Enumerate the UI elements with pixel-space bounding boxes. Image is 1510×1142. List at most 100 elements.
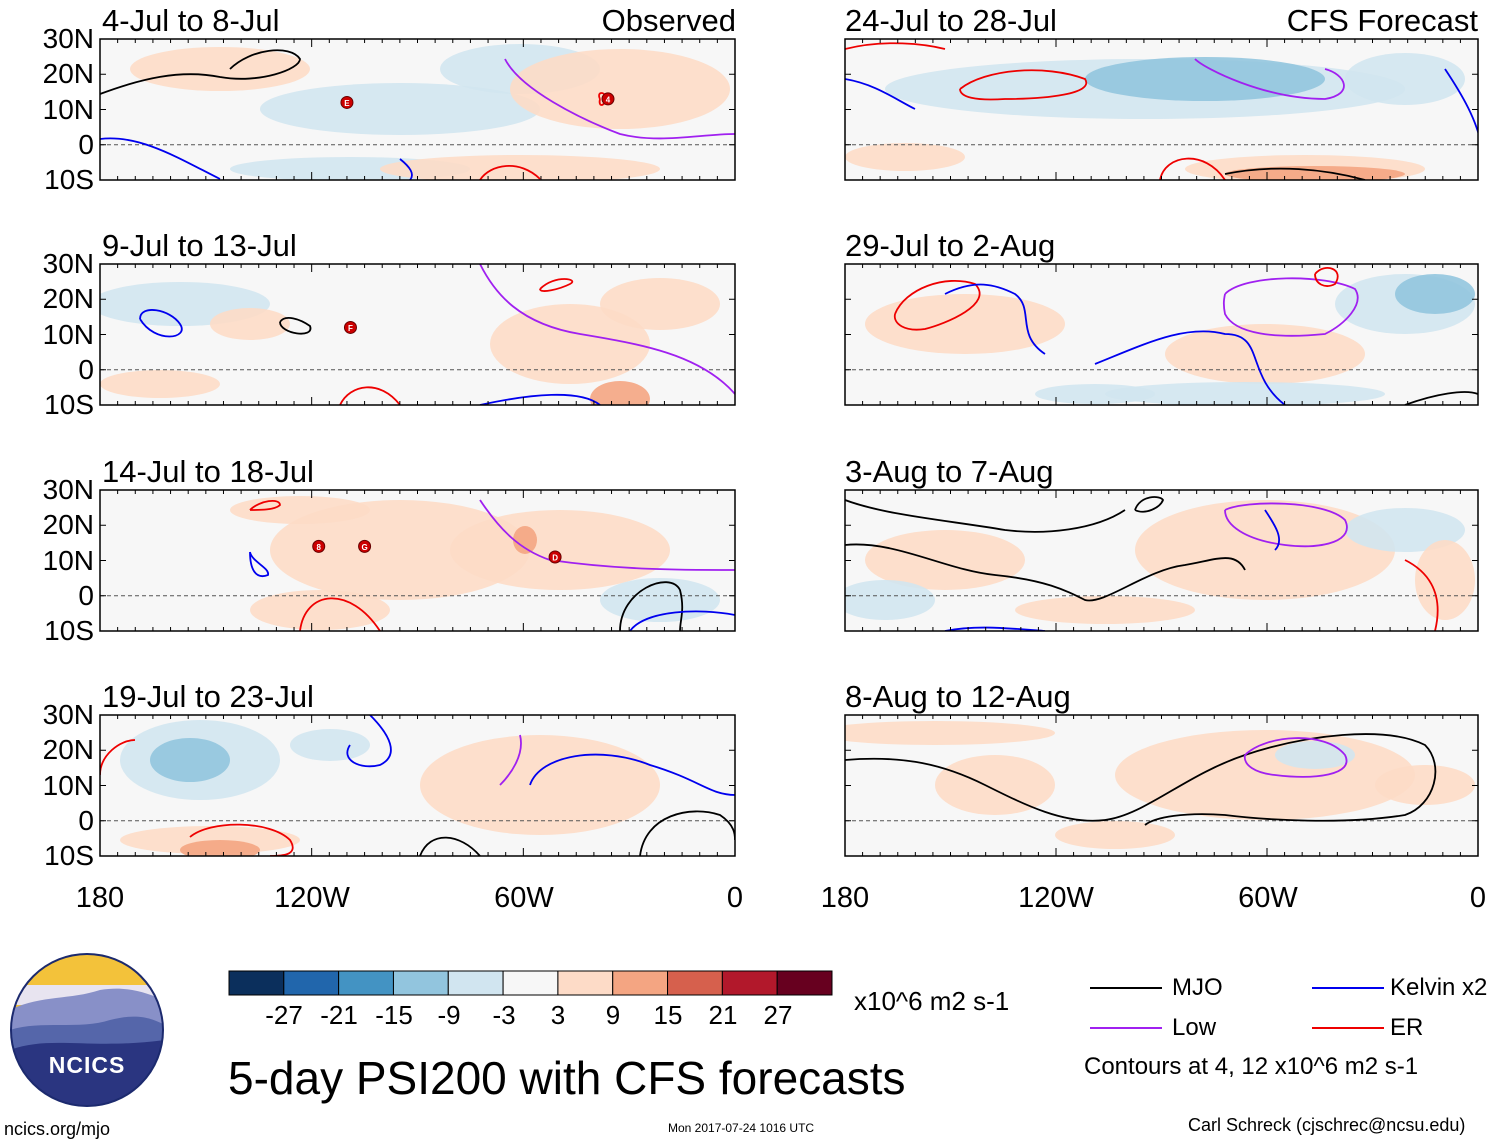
contour-kel [944,283,1046,355]
storm-marker [358,539,372,553]
lon-label: 60W [494,882,554,914]
contour-mjo [845,499,1126,533]
anomaly-shading [380,155,660,180]
storm-marker [312,539,326,553]
lat-label: 20N [42,283,94,315]
contour-low [1243,737,1348,778]
panel-title: 4-Jul to 8-Jul [102,3,280,38]
lon-label: 120W [274,882,350,914]
colorbar-tick: 15 [653,1000,683,1030]
colorbar [228,970,833,996]
contour-mjo [1224,167,1366,180]
anomaly-shading [935,755,1055,815]
contour-mjo [845,733,1437,826]
colorbar-tick: 27 [763,1000,793,1030]
panel-content [845,264,1478,405]
contour-note: Contours at 4, 12 x10^6 m2 s-1 [1084,1053,1419,1080]
contour-kel [479,393,601,405]
contour-er [479,165,541,180]
legend-label-low: Low [1172,1014,1217,1041]
colorbar-tick: 9 [605,1000,621,1030]
ncics-logo [10,953,164,1107]
colorbar-tick: -27 [265,1000,303,1030]
panel-tag-observed: Observed [601,3,736,38]
map-panel: 8 G D [99,489,736,632]
panel-title: 8-Aug to 12-Aug [845,679,1071,714]
anomaly-shading [1415,540,1475,620]
colorbar-tick: 3 [550,1000,566,1030]
contour-kel [399,158,413,180]
colorbar-swatch [338,970,394,996]
storm-marker-letter: D [552,553,558,562]
anomaly-shading [1085,57,1325,101]
lon-label: 120W [1018,882,1094,914]
anomaly-shading [865,530,1025,590]
contour-kel [1094,330,1286,405]
anomaly-shading [100,370,220,398]
contour-kel [944,626,1046,631]
coastline [1086,39,1225,180]
anomaly-shading [1015,596,1195,624]
anomaly-shading [1105,382,1385,405]
contour-er [339,386,401,405]
lat-label: 10N [42,318,94,350]
anomaly-shading [845,721,1055,745]
lat-label: 0 [78,353,94,385]
lat-label: 0 [78,579,94,611]
contour-er [249,499,281,511]
anomaly-shading [270,500,530,600]
main-title: 5-day PSI200 with CFS forecasts [228,1052,906,1104]
lat-label: 10N [42,93,94,125]
lat-label: 0 [78,804,94,836]
contour-er [959,69,1088,101]
contour-er [893,280,981,331]
panel-title: 29-Jul to 2-Aug [845,228,1056,263]
contour-er [1159,157,1226,180]
anomaly-shading [1165,324,1365,384]
lat-label: 20N [42,58,94,90]
ncics-logo-text: NCICS [48,1052,126,1078]
storm-marker-letter: E [344,99,350,108]
anomaly-shading [290,729,370,761]
storm-marker [340,95,354,109]
anomaly-shading [210,308,290,340]
storm-marker-letter: G [361,543,367,552]
contour-mjo [845,543,1246,602]
lat-label: 10S [44,164,94,195]
footer-timestamp: Mon 2017-07-24 1016 UTC [668,1121,815,1135]
colorbar-swatch [502,970,559,996]
contour-low [1222,277,1359,337]
anomaly-shading [490,304,650,384]
anomaly-shading [250,590,390,630]
lat-label: 30N [42,23,94,54]
colorbar-swatch [776,970,833,996]
contour-kel [629,610,735,631]
lat-label: 30N [42,699,94,730]
panel-content [100,715,735,856]
panel-title: 24-Jul to 28-Jul [845,3,1057,38]
contour-kel [139,309,183,338]
coastline [341,715,481,856]
anomaly-shading [150,738,230,782]
lat-label: 30N [42,248,94,279]
colorbar-swatch [228,970,285,996]
anomaly-shading [513,526,537,554]
coastline [1086,264,1225,405]
anomaly-shading [130,47,310,91]
contour-er [1314,267,1339,287]
coastline [341,490,481,631]
map-panel [844,38,1479,181]
panel-content: 8 G D [100,490,735,631]
coastline [1086,715,1225,856]
contour-kel [845,78,916,110]
anomaly-shading [1345,53,1465,105]
contour-low [499,734,522,786]
anomaly-shading [420,735,660,835]
logo-mountain [11,1040,163,1106]
legend-label-mjo: MJO [1172,974,1223,1001]
map-panel [844,489,1479,632]
contour-er [539,278,574,292]
lon-label: 180 [75,882,125,914]
